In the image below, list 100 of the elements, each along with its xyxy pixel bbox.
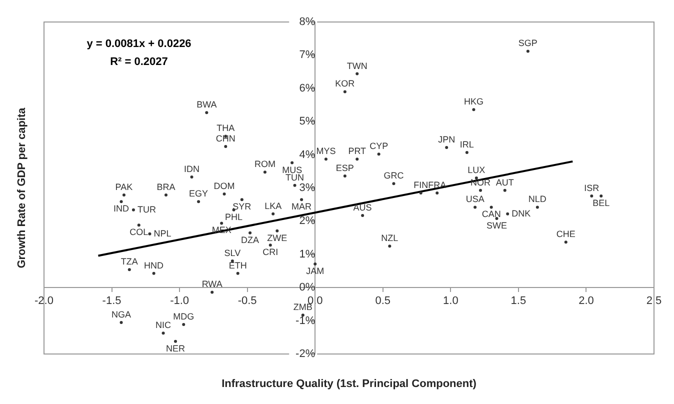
point	[224, 145, 228, 148]
y-tick-label: 8%	[299, 16, 316, 28]
y-tick-label: 4%	[299, 148, 316, 161]
y-tick-label: 1%	[299, 248, 316, 260]
point	[164, 193, 168, 196]
data-label: BWA	[196, 100, 217, 110]
x-tick-label: -1.0	[170, 295, 190, 308]
point	[240, 198, 244, 202]
point	[205, 111, 208, 114]
point	[132, 208, 135, 212]
data-label: NIC	[156, 320, 172, 330]
x-tick-label: 2.0	[578, 295, 594, 308]
point	[564, 240, 568, 244]
data-label: PRT	[348, 146, 367, 156]
point	[162, 332, 165, 335]
data-label: EGY	[189, 188, 208, 199]
data-label: HKG	[464, 96, 484, 107]
point	[122, 193, 126, 196]
data-label: AUS	[353, 202, 372, 213]
point	[263, 170, 266, 174]
data-label: MAR	[292, 202, 312, 212]
point	[506, 212, 510, 216]
point	[436, 191, 439, 194]
point	[478, 188, 482, 192]
point	[128, 268, 131, 272]
point	[356, 72, 359, 76]
data-label: RWA	[202, 279, 222, 290]
data-label: ESP	[336, 163, 354, 174]
y-tick-label: 6%	[299, 82, 316, 94]
point	[148, 232, 152, 236]
data-label: ROM	[254, 159, 276, 170]
y-tick-label: 0%	[299, 282, 316, 294]
data-label: COL	[130, 227, 148, 238]
point	[474, 206, 477, 209]
x-tick-label: 2.5	[646, 295, 662, 308]
point	[472, 108, 476, 112]
data-label: CHE	[556, 229, 576, 240]
data-label: IND	[114, 204, 130, 214]
point	[276, 229, 279, 232]
point	[300, 198, 304, 202]
y-tick-label: 2%	[299, 215, 316, 228]
data-label: FIN	[414, 180, 428, 190]
point	[268, 244, 272, 247]
data-label: NLD	[528, 194, 547, 204]
data-label: NGA	[112, 309, 132, 320]
point	[272, 212, 275, 216]
annotation: R² = 0.2027	[110, 56, 168, 68]
data-label: SGP	[518, 38, 538, 48]
data-label: TUR	[137, 204, 156, 214]
data-label: IDN	[184, 164, 200, 174]
data-label: ISR	[584, 182, 600, 193]
point	[343, 90, 346, 94]
point	[324, 158, 328, 161]
data-label: AUT	[496, 177, 514, 188]
data-label: ZMB	[293, 302, 312, 312]
point	[445, 146, 448, 149]
data-label: CYP	[370, 141, 388, 152]
x-axis-title: Infrastructure Quality (1st. Principal Component)	[222, 378, 477, 390]
point	[120, 320, 123, 324]
point	[182, 322, 186, 326]
point	[503, 188, 506, 192]
x-tick-label: -1.5	[102, 295, 122, 308]
data-label: DZA	[241, 234, 260, 245]
point	[174, 340, 177, 343]
point	[600, 194, 603, 198]
data-label: LKA	[264, 200, 282, 211]
y-tick-label: -1%	[296, 314, 316, 327]
data-label: PHL	[225, 212, 243, 222]
point	[290, 161, 294, 164]
y-tick-label: 7%	[299, 49, 316, 62]
point	[197, 200, 200, 204]
data-label: ETH	[228, 260, 247, 270]
data-label: MYS	[316, 146, 336, 156]
data-label: ZWE	[267, 232, 288, 243]
point	[536, 206, 539, 209]
x-tick-label: 1.0	[443, 295, 458, 308]
data-label: DNK	[512, 208, 531, 218]
data-label: HND	[144, 260, 164, 270]
point	[392, 182, 396, 186]
data-label: MDG	[173, 311, 194, 322]
point	[590, 194, 594, 198]
point	[526, 50, 530, 53]
y-tick-label: 5%	[299, 116, 316, 128]
data-label: NPL	[154, 228, 172, 238]
data-label: NZL	[381, 233, 398, 244]
point	[248, 231, 252, 234]
point	[152, 272, 156, 275]
point	[190, 176, 194, 179]
x-tick-label: 1.5	[510, 295, 526, 308]
data-label: FRA	[428, 180, 446, 190]
data-label: TZA	[120, 256, 138, 267]
point	[419, 191, 422, 194]
annotation: y = 0.0081x + 0.0226	[86, 38, 192, 50]
data-label: IRL	[460, 139, 474, 150]
data-label: NER	[166, 343, 186, 354]
x-tick-label: 0.5	[375, 295, 391, 308]
data-label: DOM	[214, 180, 235, 191]
x-tick-label: -2.0	[34, 295, 54, 308]
point	[356, 158, 359, 161]
y-tick-label: 3%	[299, 182, 316, 194]
